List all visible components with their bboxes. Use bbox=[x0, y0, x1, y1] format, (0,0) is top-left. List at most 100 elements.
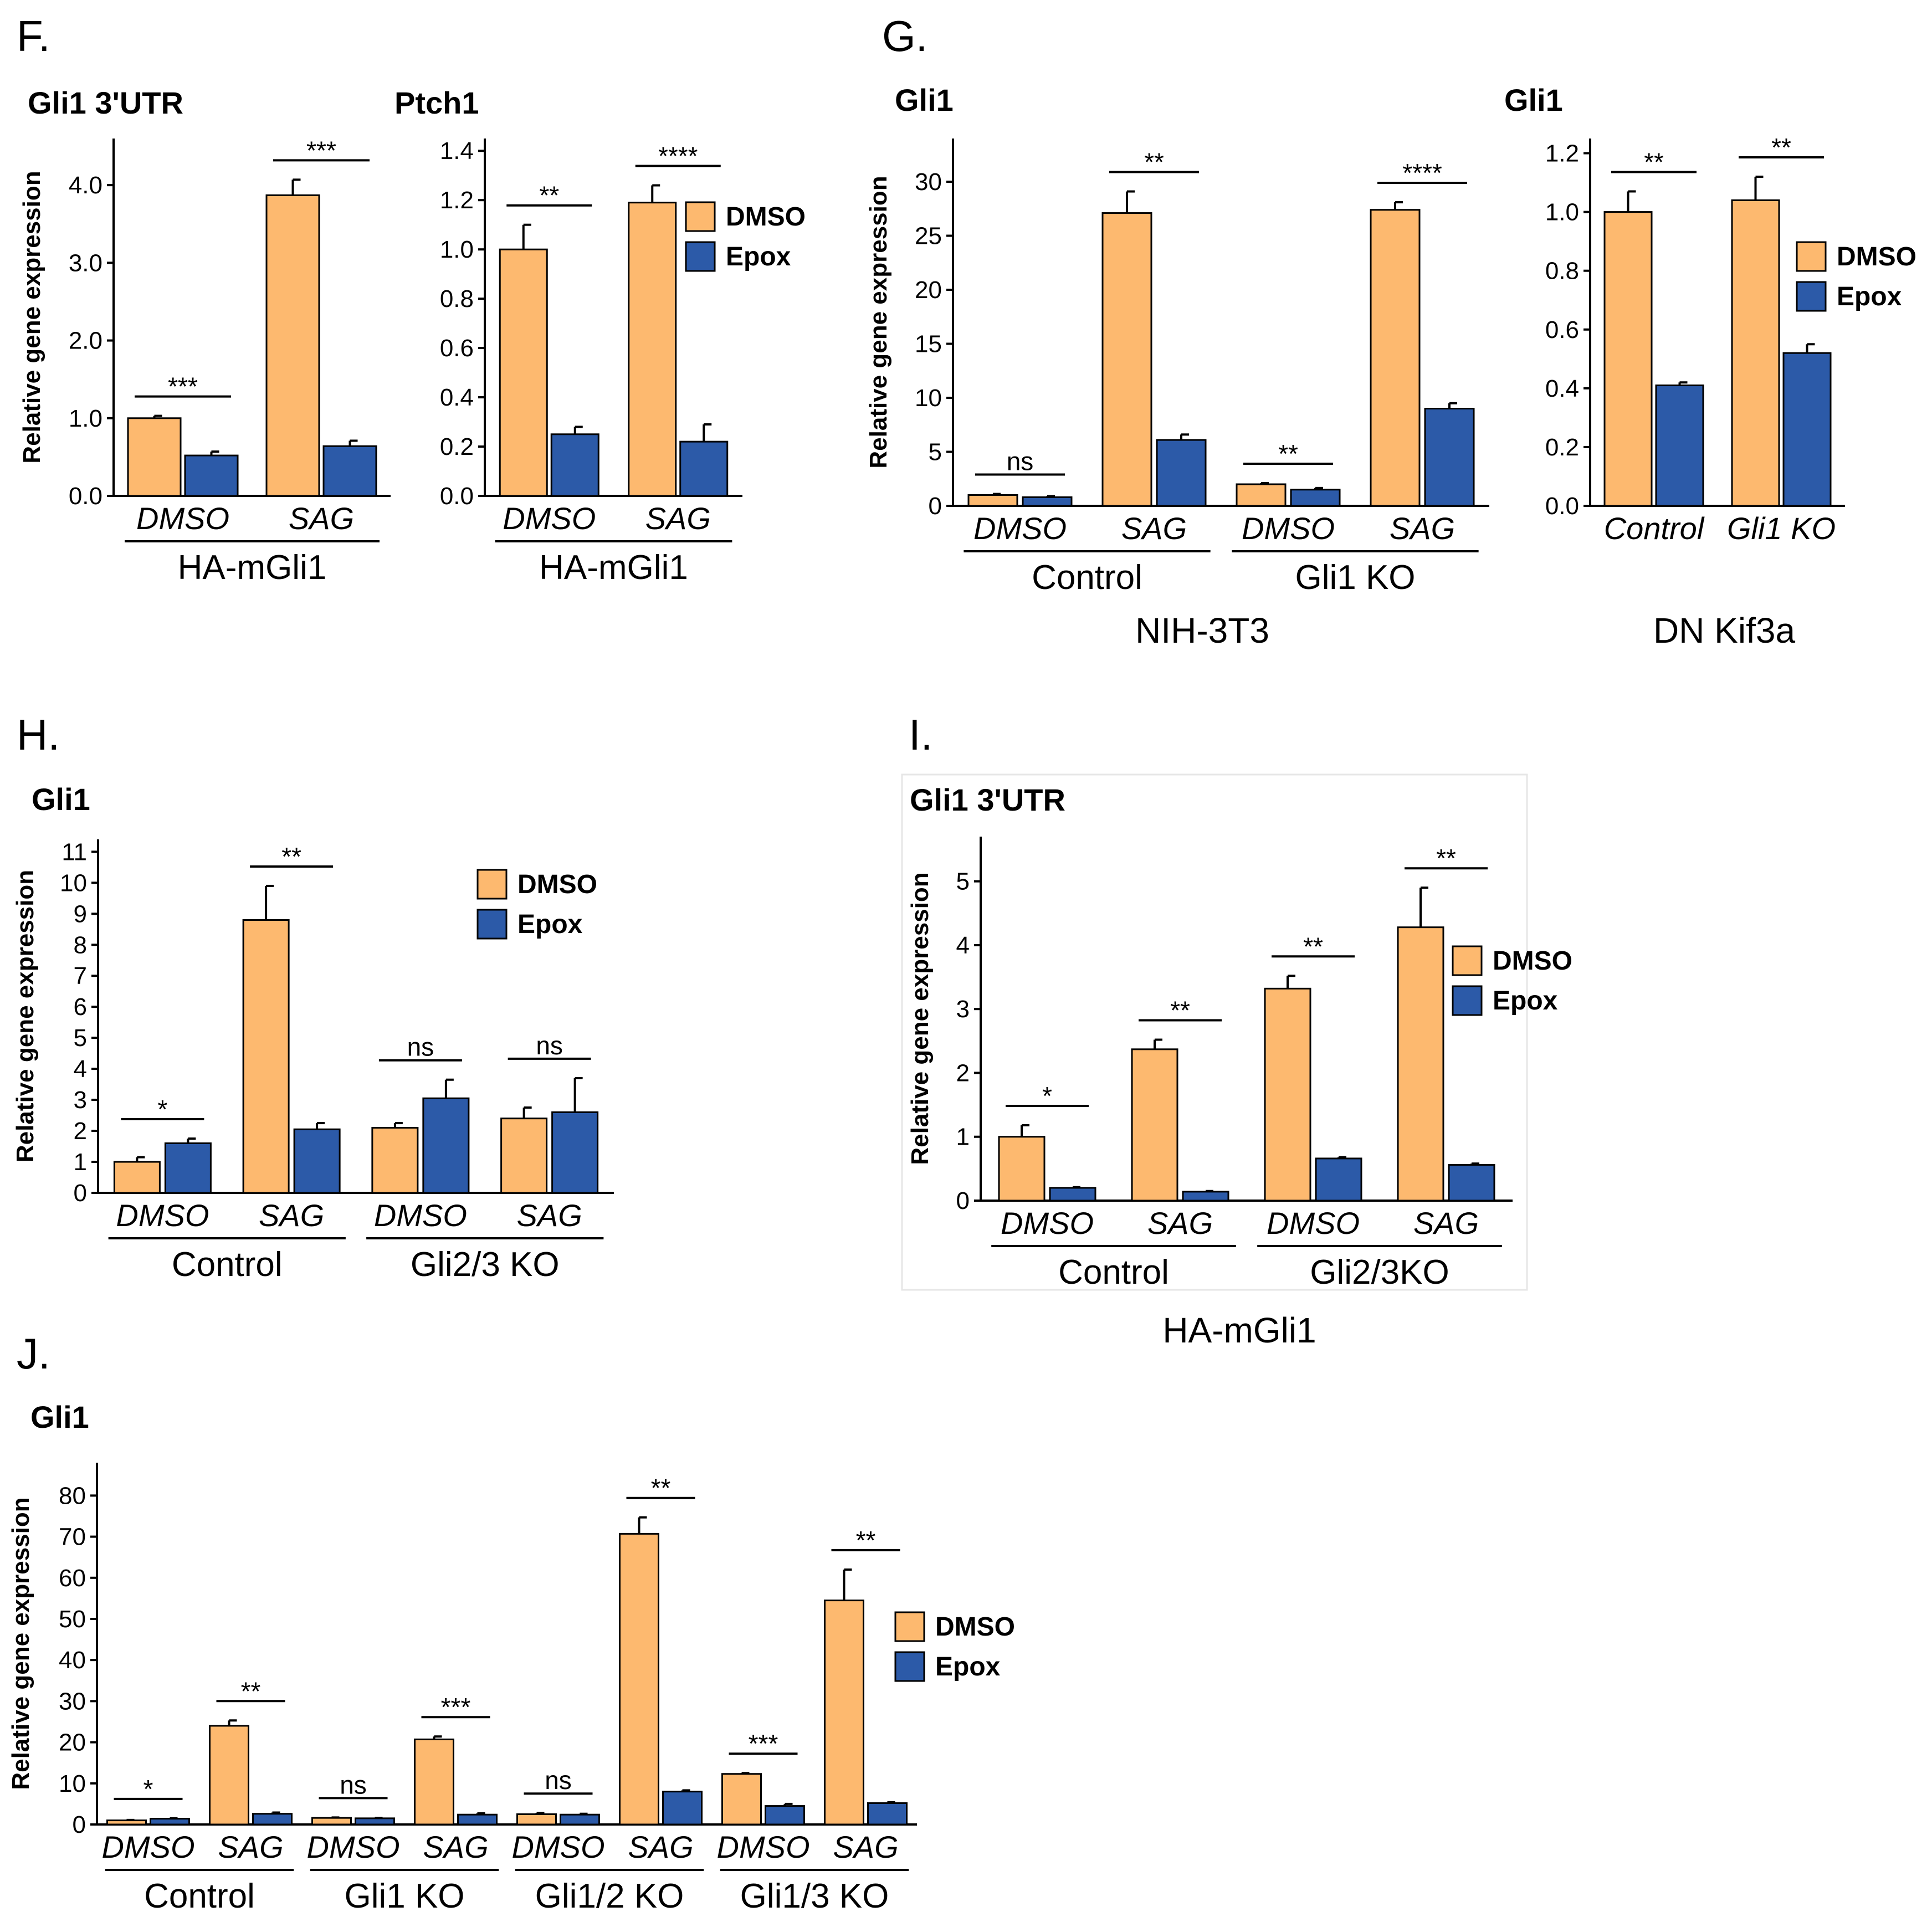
significance-label: *** bbox=[168, 372, 198, 401]
legend-label: Epox bbox=[726, 242, 791, 271]
panel-label-h: H. bbox=[17, 710, 60, 759]
y-tick-label: 10 bbox=[915, 385, 942, 412]
bar-dmso bbox=[127, 417, 182, 497]
x-tick-label: SAG bbox=[259, 1198, 324, 1233]
y-tick-label: 0.0 bbox=[1545, 493, 1579, 520]
chart-title: Gli1 bbox=[32, 782, 90, 817]
bar-epox bbox=[1290, 489, 1341, 507]
y-tick-label: 11 bbox=[62, 838, 87, 865]
bar-dmso bbox=[371, 1126, 419, 1194]
y-tick-label: 0.2 bbox=[440, 433, 474, 460]
y-tick-label: 0.8 bbox=[440, 285, 474, 312]
group-label: Gli1/3 KO bbox=[740, 1877, 889, 1915]
y-axis-label: Relative gene expression bbox=[18, 171, 45, 463]
bar-dmso bbox=[967, 494, 1018, 507]
bar-epox bbox=[1022, 496, 1073, 507]
group-label: Control bbox=[172, 1245, 283, 1284]
group-label: Gli1 KO bbox=[1295, 558, 1415, 597]
y-axis-label: Relative gene expression bbox=[7, 1497, 34, 1790]
legend-label: DMSO bbox=[935, 1612, 1015, 1642]
x-tick-label: DMSO bbox=[116, 1198, 209, 1233]
x-tick-label: DMSO bbox=[307, 1829, 400, 1864]
bar-epox bbox=[1156, 439, 1207, 507]
significance-label: ns bbox=[340, 1770, 367, 1799]
bottom-label-nih3t3: NIH-3T3 bbox=[1135, 611, 1269, 650]
significance-label: *** bbox=[749, 1729, 778, 1758]
bar-epox bbox=[1182, 1191, 1229, 1202]
y-tick-label: 0 bbox=[74, 1180, 87, 1207]
chart-title: Gli1 bbox=[895, 83, 954, 117]
bar-epox bbox=[560, 1813, 600, 1826]
panel-label-j: J. bbox=[17, 1329, 50, 1378]
x-tick-label: SAG bbox=[1121, 511, 1187, 546]
bar-dmso bbox=[1603, 211, 1653, 507]
significance-label: ** bbox=[1771, 133, 1791, 162]
legend-swatch-epox bbox=[476, 909, 508, 940]
bar-dmso bbox=[414, 1738, 454, 1826]
x-tick-label: DMSO bbox=[503, 501, 596, 536]
bar-dmso bbox=[1397, 926, 1444, 1202]
chart-j-gli1: Gli1 Relative gene expression 0 10 20 30 40 50 6… bbox=[7, 1400, 1015, 1915]
significance-label: ** bbox=[1644, 147, 1664, 176]
significance-label: ns bbox=[545, 1766, 572, 1795]
y-tick-label: 2.0 bbox=[69, 327, 103, 355]
group-label: Gli1/2 KO bbox=[535, 1877, 684, 1915]
y-tick-label: 30 bbox=[59, 1688, 86, 1715]
significance-label: **** bbox=[658, 142, 698, 171]
significance-label: ** bbox=[241, 1677, 261, 1705]
x-tick-label: SAG bbox=[1413, 1206, 1479, 1241]
y-tick-label: 20 bbox=[59, 1729, 86, 1756]
x-tick-label: SAG bbox=[218, 1829, 283, 1864]
bar-dmso bbox=[1236, 483, 1287, 507]
group-label: HA-mGli1 bbox=[539, 549, 688, 587]
bar-dmso bbox=[265, 194, 320, 497]
y-tick-label: 80 bbox=[59, 1482, 86, 1509]
bar-epox bbox=[1315, 1157, 1362, 1202]
y-tick-label: 5 bbox=[956, 868, 970, 895]
chart-title: Gli1 3'UTR bbox=[910, 782, 1065, 817]
significance-label: **** bbox=[1402, 158, 1442, 187]
chart-title: Ptch1 bbox=[394, 85, 479, 120]
bar-dmso bbox=[998, 1136, 1046, 1202]
y-tick-label: 1 bbox=[74, 1149, 87, 1176]
legend-swatch-dmso bbox=[894, 1611, 925, 1642]
y-tick-label: 1 bbox=[956, 1124, 970, 1151]
legend-swatch-dmso bbox=[685, 201, 716, 232]
group-label: Control bbox=[144, 1877, 255, 1915]
chart-f-gli1-utr: Gli1 3'UTR Relative gene expression 0.0 1.0… bbox=[18, 85, 391, 587]
panel-i-border bbox=[901, 773, 1528, 1291]
y-tick-label: 1.0 bbox=[1545, 199, 1579, 226]
bar-dmso bbox=[113, 1161, 161, 1194]
x-tick-label: DMSO bbox=[973, 511, 1067, 546]
bottom-label-dn-kif3a: DN Kif3a bbox=[1653, 611, 1796, 650]
bar-dmso bbox=[209, 1725, 249, 1826]
bar-epox bbox=[765, 1805, 805, 1826]
significance-label: ** bbox=[281, 842, 301, 871]
bottom-label-ha-mgli1: HA-mGli1 bbox=[1162, 1310, 1316, 1350]
bar-epox bbox=[550, 433, 599, 497]
bar-dmso bbox=[311, 1817, 352, 1826]
panel-label-g: G. bbox=[882, 12, 927, 60]
chart-title: Gli1 bbox=[30, 1400, 89, 1434]
bar-epox bbox=[1782, 352, 1832, 507]
chart-title: Gli1 3'UTR bbox=[28, 85, 183, 120]
y-tick-label: 9 bbox=[74, 900, 87, 927]
bar-epox bbox=[164, 1142, 212, 1194]
bar-epox bbox=[457, 1813, 498, 1826]
group-label: Control bbox=[1058, 1253, 1169, 1291]
panel-label-i: I. bbox=[909, 710, 932, 759]
bar-epox bbox=[1424, 408, 1475, 507]
y-tick-label: 15 bbox=[915, 331, 942, 358]
significance-label: ** bbox=[1278, 439, 1298, 468]
y-tick-label: 20 bbox=[915, 276, 942, 304]
bar-epox bbox=[252, 1813, 293, 1826]
y-axis-label: Relative gene expression bbox=[865, 176, 892, 468]
bar-epox bbox=[679, 440, 729, 497]
y-tick-label: 70 bbox=[59, 1524, 86, 1551]
y-tick-label: 10 bbox=[59, 1770, 86, 1797]
group-label: Gli2/3KO bbox=[1310, 1253, 1449, 1291]
x-tick-label: Gli1 KO bbox=[1727, 511, 1836, 546]
significance-label: ** bbox=[1170, 996, 1190, 1025]
bar-epox bbox=[551, 1111, 599, 1194]
panel-label-f: F. bbox=[17, 12, 50, 60]
